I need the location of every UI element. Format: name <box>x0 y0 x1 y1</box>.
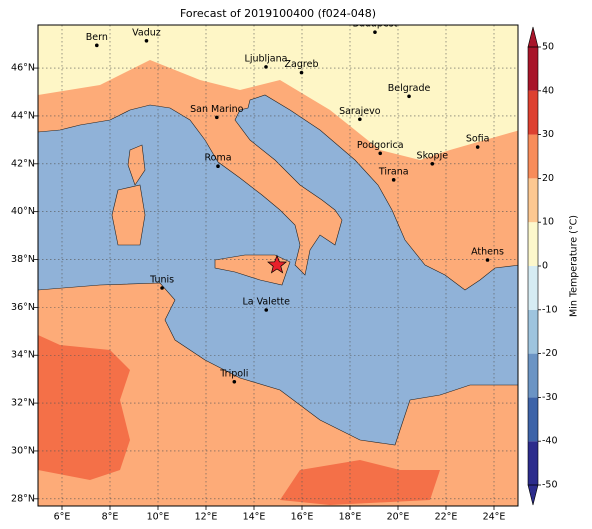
city-dot <box>232 380 237 384</box>
axes: 6°E 8°E 10°E 12°E 14°E 16°E 18°E 20°E 22°E 24°E 28… <box>11 63 505 523</box>
city-dot <box>373 30 377 34</box>
city-label: Sarajevo <box>339 106 381 117</box>
city-label: Athens <box>471 246 504 257</box>
city-label: San Marino <box>190 104 243 115</box>
y-tick-label: 42°N <box>11 158 35 169</box>
city-label: Belgrade <box>388 83 431 94</box>
colorbar-extend-top <box>527 26 539 48</box>
y-tick-label: 36°N <box>11 302 35 313</box>
colorbar-band <box>528 134 538 179</box>
city-dot <box>391 178 396 182</box>
colorbar-tick-label: 40 <box>542 85 554 96</box>
colorbar-band <box>528 90 538 135</box>
x-tick-label: 14°E <box>243 512 266 523</box>
city-dot <box>215 115 219 120</box>
colorbar-tick-label: 0 <box>542 261 548 272</box>
city-dot <box>358 117 362 122</box>
y-tick-label: 28°N <box>11 493 35 504</box>
city-label: Podgorica <box>357 140 404 151</box>
city-label: Tirana <box>378 166 409 177</box>
colorbar-band <box>528 309 538 354</box>
colorbar-tick-label: -10 <box>542 304 558 315</box>
colorbar-band <box>528 353 538 398</box>
x-tick-label: 12°E <box>195 512 218 523</box>
city-dot <box>264 308 269 312</box>
map-title: Forecast of 2019100400 (f024-048) <box>180 7 376 20</box>
y-tick-label: 46°N <box>11 63 35 74</box>
colorbar-extend-bottom <box>527 484 539 506</box>
y-tick-label: 38°N <box>11 254 35 265</box>
y-tick-label: 40°N <box>11 206 35 217</box>
x-tick-label: 16°E <box>291 512 314 523</box>
x-tick-label: 22°E <box>435 512 458 523</box>
x-tick-label: 20°E <box>387 512 410 523</box>
city-label: Sofia <box>466 134 490 145</box>
city-dot <box>430 161 435 166</box>
city-label: Tunis <box>149 274 174 285</box>
colorbar-tick-label: 30 <box>542 129 554 140</box>
city-dot <box>299 70 304 75</box>
corsica <box>127 144 146 186</box>
star-marker <box>267 254 288 274</box>
city-label: Skopje <box>417 150 449 161</box>
y-tick-label: 44°N <box>11 110 35 121</box>
city-dot <box>485 258 490 262</box>
colorbar-band <box>528 441 538 485</box>
city-label: Budapest <box>352 19 397 30</box>
colorbar-tick-label: -30 <box>542 392 558 403</box>
warm-area <box>38 335 130 480</box>
x-tick-label: 6°E <box>54 512 71 523</box>
colorbar-tick-label: -40 <box>542 436 558 447</box>
colorbar-tick-label: 20 <box>542 173 554 184</box>
city-dot <box>160 286 164 290</box>
sardinia <box>111 184 146 246</box>
y-tick-label: 30°N <box>11 445 35 456</box>
colorbar-band <box>528 266 538 310</box>
colorbar-tick-label: -50 <box>542 480 558 491</box>
map-frame <box>37 24 519 507</box>
colorbar: -50 -40 -30 -20 -10 0 10 20 30 40 50 Min Temperatur… <box>527 26 580 506</box>
colorbar-label: Min Temperature (°C) <box>569 215 580 317</box>
city-label: Bern <box>86 32 108 43</box>
x-tick-label: 18°E <box>339 512 362 523</box>
colorbar-band <box>528 47 538 91</box>
city-label: Zagreb <box>285 59 319 70</box>
city-dot <box>264 65 268 69</box>
x-tick-label: 8°E <box>102 512 119 523</box>
city-dot <box>378 151 383 156</box>
city-label: Tripoli <box>219 368 248 379</box>
city-dot <box>95 43 99 48</box>
colorbar-band <box>528 397 538 442</box>
city-label: La Valette <box>242 297 290 308</box>
colorbar-tick-label: -20 <box>542 348 558 359</box>
colorbar-band <box>528 222 538 266</box>
colorbar-tick-label: 10 <box>542 217 554 228</box>
x-tick-label: 24°E <box>483 512 506 523</box>
warm-area <box>280 460 440 505</box>
city-label: Ljubljana <box>245 53 288 64</box>
colorbar-tick-label: 50 <box>542 42 554 53</box>
colorbar-band <box>528 178 538 223</box>
city-label: Vaduz <box>132 27 161 38</box>
city-dot <box>144 38 149 43</box>
city-label: Roma <box>204 153 231 164</box>
y-tick-label: 34°N <box>11 350 35 361</box>
city-dot <box>216 164 220 168</box>
city-dot <box>407 94 411 99</box>
city-dot <box>475 145 480 149</box>
x-tick-label: 10°E <box>147 512 170 523</box>
y-tick-label: 32°N <box>11 398 35 409</box>
